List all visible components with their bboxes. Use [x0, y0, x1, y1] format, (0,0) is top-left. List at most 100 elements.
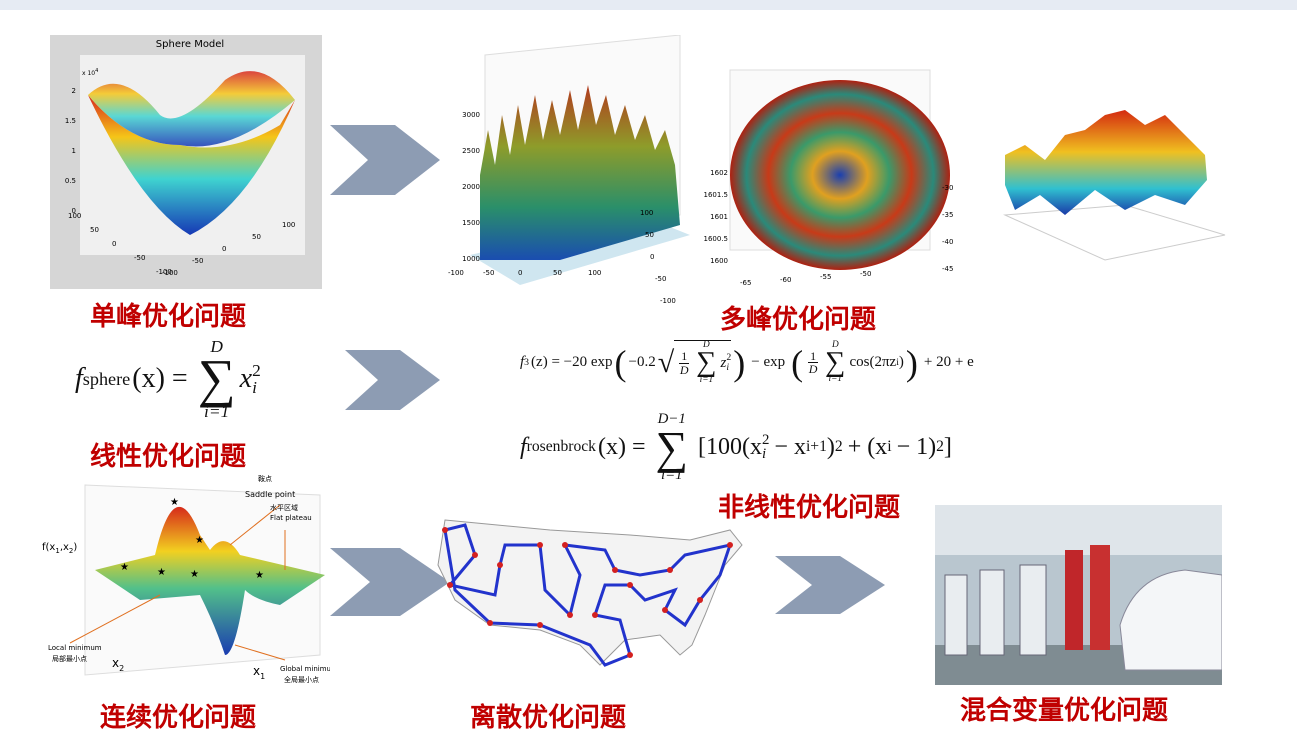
part: x [253, 664, 260, 678]
surface [88, 95, 295, 235]
sum: D ∑ i=1 [198, 338, 236, 421]
top-bar [0, 0, 1297, 10]
global-en: Global minimum [280, 665, 330, 673]
tick-label: 1601.5 [704, 191, 729, 199]
section-label: 非线性优化问题 [718, 493, 901, 523]
text: − 1) [896, 433, 937, 460]
city [487, 620, 493, 626]
x-ticks: -100 -50 0 50 100 [448, 269, 601, 277]
exponent-power: 4 [95, 68, 98, 74]
saddle-en: Saddle point [245, 490, 295, 499]
superscript: 2 [936, 438, 944, 456]
part: 2 [119, 664, 124, 673]
sum-top: D [831, 339, 839, 350]
city [612, 567, 618, 573]
surface [480, 85, 680, 260]
star: ★ [190, 569, 199, 580]
paren: ) [905, 342, 918, 383]
rosenbrock-formula: f rosenbrock (x) = D−1 ∑ i=1 [100(x 2 i − x i+1… [520, 412, 952, 483]
superscript: 2 [834, 438, 843, 456]
city [497, 562, 503, 568]
cities [442, 527, 733, 658]
global-cn: 全局最小点 [284, 675, 319, 684]
tick-label: 2500 [462, 147, 480, 155]
x2-label: x2 [112, 656, 124, 673]
leader [229, 504, 281, 546]
text: −0.2 [628, 354, 656, 371]
tick-label: -50 [655, 275, 666, 283]
worker [1090, 545, 1110, 650]
sum-bottom: i=1 [204, 402, 230, 422]
sum: D−1 ∑ i=1 [655, 412, 688, 483]
subscript: i [252, 378, 257, 398]
charger [979, 569, 1005, 656]
tick-label: -50 [134, 254, 145, 262]
multimodal-figure-b: 1602 1601.5 1601 1600.5 1600 -65 -60 -55 -50 -3… [704, 69, 953, 287]
surface [1005, 110, 1207, 215]
paren: ) [733, 342, 746, 383]
numerator: 1 [679, 349, 690, 364]
tick-label: -50 [192, 257, 203, 265]
symbol: f [520, 354, 525, 371]
continuous-figure: ★ ★ ★ ★ ★ ★ 鞍点 Saddle point 水平区域 Flat pl… [42, 475, 330, 684]
surface [95, 506, 325, 655]
tick-label: -50 [860, 270, 871, 278]
tsp-map [437, 519, 743, 667]
tick-label: 0 [72, 207, 76, 215]
section-label: 多峰优化问题 [720, 305, 877, 335]
text: [100(x [698, 433, 762, 460]
tick-label: 1000 [462, 255, 480, 263]
subscript: i [761, 446, 767, 463]
sigma: ∑ [197, 349, 236, 409]
sigma: ∑ [655, 421, 688, 473]
city [537, 622, 543, 628]
city [567, 612, 573, 618]
saddle-cn: 鞍点 [258, 475, 272, 483]
car [1119, 569, 1222, 671]
sum-bottom: i=1 [828, 374, 843, 385]
argument: (x) = [132, 363, 188, 395]
chargers [944, 564, 1047, 656]
sum: D ∑ i=1 [696, 340, 716, 385]
subscript: rosenbrock [526, 438, 596, 456]
star: ★ [157, 567, 166, 578]
tick-label: 1602 [710, 169, 728, 177]
contour-plane [1003, 204, 1226, 261]
tick-label: -35 [942, 211, 953, 219]
tick-label: -40 [942, 238, 953, 246]
map-outline [437, 519, 743, 666]
text: + (x [847, 433, 888, 460]
ceiling [935, 505, 1222, 555]
text: cos(2πz [849, 354, 897, 371]
part: 1 [260, 672, 265, 681]
city [562, 542, 568, 548]
argument: (x) = [597, 433, 646, 460]
city [727, 542, 733, 548]
subscript: 3 [524, 357, 530, 369]
x-ticks: 100 50 0 -50 -100 [68, 212, 172, 276]
part: f(x [42, 542, 55, 553]
paren: ( [614, 342, 627, 383]
tick-label: 3000 [462, 111, 480, 119]
part: 1 [55, 547, 59, 555]
leader [234, 644, 286, 661]
surface [88, 71, 295, 147]
tick-label: 1500 [462, 219, 480, 227]
y-ticks: -100 -50 0 50 100 [162, 221, 295, 277]
tick-label: -55 [820, 273, 831, 281]
tick-label: 1601 [710, 213, 728, 221]
text: − exp [751, 354, 786, 371]
section-label: 混合变量优化问题 [960, 696, 1169, 726]
multimodal-figure-a: 3000 2500 2000 1500 1000 -100 -50 0 50 100 100 50… [448, 35, 690, 305]
charger [944, 574, 968, 656]
arrow [330, 125, 440, 195]
section-label: 连续优化问题 [100, 703, 257, 733]
photo [935, 505, 1222, 685]
city [442, 527, 448, 533]
denominator: D [679, 362, 689, 377]
